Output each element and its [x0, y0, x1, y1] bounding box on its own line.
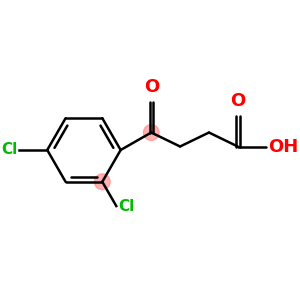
Text: O: O: [144, 78, 159, 96]
Text: OH: OH: [268, 137, 298, 155]
Text: Cl: Cl: [118, 199, 134, 214]
Text: Cl: Cl: [1, 142, 17, 158]
Circle shape: [143, 125, 159, 140]
Circle shape: [94, 174, 110, 190]
Text: O: O: [230, 92, 245, 110]
